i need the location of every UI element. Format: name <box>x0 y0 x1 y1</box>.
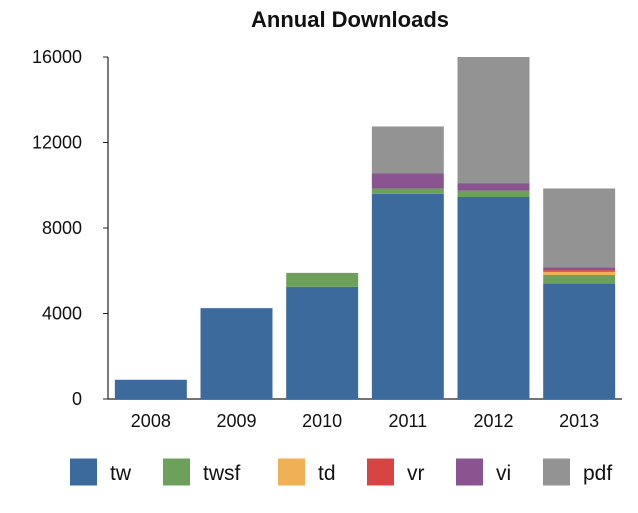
bar-segment-vi <box>457 183 530 191</box>
legend-label-pdf: pdf <box>583 462 612 485</box>
x-tick-label: 2011 <box>388 411 427 431</box>
bar-segment-tw <box>543 283 616 399</box>
bar-segment-pdf <box>543 188 616 268</box>
legend: tw twsf td vr vi pdf <box>70 458 612 486</box>
bars <box>114 57 616 399</box>
bar-segment-vi <box>371 173 444 189</box>
bar-segment-tw <box>457 197 530 399</box>
y-tick-label: 4000 <box>42 304 82 324</box>
x-tick-label: 2013 <box>559 411 599 431</box>
bar-segment-twsf <box>457 190 530 198</box>
bar-segment-tw <box>200 308 273 399</box>
y-tick-label: 8000 <box>42 218 82 238</box>
bar-segment-twsf <box>286 272 359 287</box>
y-tick-label: 12000 <box>32 133 82 153</box>
x-tick-label: 2012 <box>473 411 513 431</box>
legend-swatch-twsf <box>163 458 190 486</box>
x-tick-label: 2008 <box>131 411 171 431</box>
legend-label-td: td <box>318 462 336 485</box>
y-tick-label: 16000 <box>32 47 82 67</box>
bar-segment-twsf <box>543 275 616 284</box>
tick-labels: 0 4000 8000 12000 16000 2008 2009 2010 2011 2012 2… <box>32 47 599 431</box>
bar-segment-tw <box>286 286 359 399</box>
bar-segment-pdf <box>457 57 530 184</box>
legend-swatch-vi <box>456 458 483 486</box>
legend-swatch-tw <box>70 458 97 486</box>
bar-segment-td <box>543 271 616 276</box>
bar-segment-tw <box>371 193 444 399</box>
legend-label-vi: vi <box>496 462 511 485</box>
y-tick-label: 0 <box>72 389 82 409</box>
legend-label-tw: tw <box>110 462 132 485</box>
bar-segment-vr <box>543 270 616 272</box>
legend-swatch-td <box>278 458 305 486</box>
x-tick-label: 2009 <box>216 411 256 431</box>
legend-swatch-pdf <box>543 458 570 486</box>
bar-segment-tw <box>114 379 187 399</box>
bar-segment-twsf <box>371 188 444 194</box>
legend-swatch-vr <box>367 458 394 486</box>
bar-segment-vi <box>543 267 616 271</box>
bar-segment-pdf <box>371 126 444 174</box>
x-tick-label: 2010 <box>302 411 342 431</box>
axes <box>103 56 622 400</box>
legend-label-vr: vr <box>407 462 425 485</box>
chart-title: Annual Downloads <box>251 7 449 32</box>
legend-label-twsf: twsf <box>203 462 241 485</box>
